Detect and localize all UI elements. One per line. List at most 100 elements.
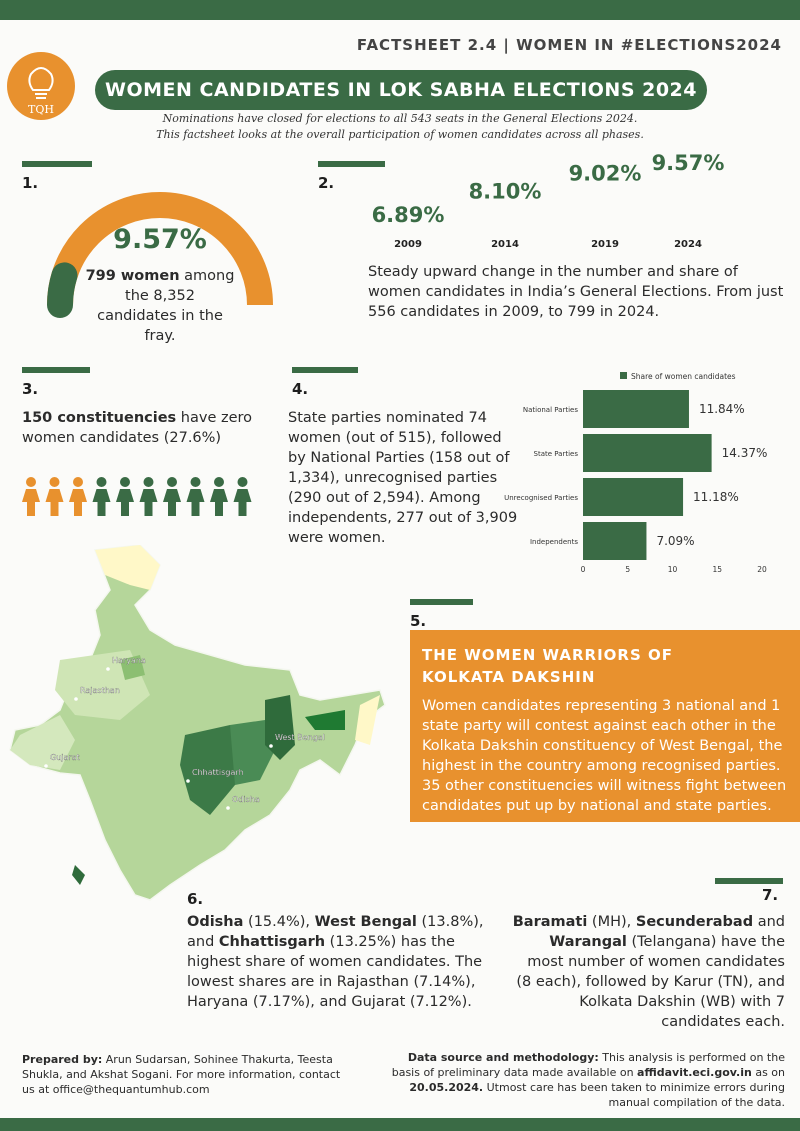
- person-body: [116, 489, 134, 516]
- section2-text: Steady upward change in the number and s…: [368, 264, 784, 320]
- text-run: Utmost care has been taken to minimize e…: [483, 1081, 785, 1109]
- category-label: State Parties: [534, 450, 579, 458]
- india-map: Haryana Rajasthan Gujarat West Bengal Chhatt…: [9, 545, 386, 901]
- legend-swatch: [620, 372, 627, 379]
- trend-chart: 6.89% 2009 8.10% 2014 9.02% 2019 9.57% 2024: [372, 151, 725, 250]
- section-number: 1.: [22, 174, 39, 192]
- person-body: [186, 489, 205, 516]
- x-tick-label: 20: [757, 565, 767, 574]
- map-dot: [74, 697, 78, 701]
- map-dot: [44, 764, 48, 768]
- year-label: 2014: [491, 239, 519, 250]
- person-head: [190, 477, 201, 487]
- bottom-band: [0, 1118, 800, 1131]
- x-tick-label: 15: [712, 565, 722, 574]
- text-run: West Bengal: [314, 914, 417, 930]
- text-run: Prepared by:: [22, 1053, 103, 1066]
- bar: [583, 434, 712, 472]
- map-label: Chhattisgarh: [192, 768, 244, 777]
- person-head: [73, 477, 83, 487]
- text-run: have zero women candidates (27.6%): [22, 410, 253, 446]
- person-body: [45, 489, 64, 516]
- person-head: [96, 477, 107, 487]
- section7-text: Baramati (MH), Secunderabad and Warangal…: [510, 912, 785, 1032]
- map-base: [9, 545, 386, 901]
- map-label: West Bengal: [275, 733, 325, 742]
- text-run: This analysis is performed on the basis …: [391, 1051, 785, 1079]
- section-bar: [22, 161, 92, 167]
- person-head: [143, 477, 154, 487]
- section-bar: [715, 878, 783, 884]
- section-number: 2.: [318, 174, 335, 192]
- map-region: [95, 545, 160, 590]
- text-run: (13.8%), and: [187, 914, 484, 950]
- text-run: 150 constituencies: [22, 410, 177, 426]
- section-number: 3.: [22, 380, 39, 398]
- year-label: 2024: [674, 239, 702, 250]
- map-label: Gujarat: [50, 753, 80, 762]
- section-bar: [22, 367, 90, 373]
- map-region: [180, 725, 235, 815]
- title: WOMEN CANDIDATES IN LOK SABHA ELECTIONS …: [95, 70, 707, 110]
- credits: Prepared by: Arun Sudarsan, Sohinee Thak…: [22, 1052, 352, 1097]
- person-body: [233, 489, 252, 516]
- map-region: [72, 865, 85, 885]
- person-body: [163, 489, 181, 516]
- data-source: Data source and methodology: This analys…: [385, 1050, 785, 1110]
- map-label: Odisha: [232, 795, 260, 804]
- section-bar: [318, 161, 385, 167]
- map-region: [220, 720, 275, 785]
- section3-text: 150 constituencies have zero women candi…: [22, 408, 272, 448]
- x-tick-label: 0: [581, 565, 586, 574]
- text-run: among the 8,352 candidates in the fray.: [97, 268, 235, 344]
- map-region: [305, 710, 345, 730]
- bar: [583, 522, 647, 560]
- category-label: Independents: [530, 538, 578, 546]
- text-run: Data source and methodology:: [407, 1051, 599, 1064]
- section-number: 6.: [187, 890, 204, 908]
- text-run: Baramati: [512, 914, 588, 930]
- legend-label: Share of women candidates: [631, 372, 736, 381]
- value-label: 8.10%: [469, 180, 542, 204]
- text-run: as on: [751, 1066, 785, 1079]
- people-icons: [22, 477, 252, 516]
- text-run: (15.4%),: [243, 914, 315, 930]
- top-band: [0, 0, 800, 20]
- section6-text: Odisha (15.4%), West Bengal (13.8%), and…: [187, 912, 487, 1012]
- text-run: Odisha: [187, 914, 244, 930]
- value-label: 9.02%: [569, 162, 642, 186]
- category-label: Unrecognised Parties: [504, 494, 578, 502]
- section-bar: [410, 599, 473, 605]
- x-tick-label: 5: [625, 565, 630, 574]
- text-run: Warangal: [549, 934, 627, 950]
- person-body: [69, 489, 87, 516]
- value-label: 6.89%: [372, 203, 445, 227]
- person-head: [26, 477, 36, 487]
- section-bar: [292, 367, 358, 373]
- text-run: (MH),: [587, 914, 636, 930]
- map-dot: [226, 806, 230, 810]
- person-body: [92, 489, 111, 516]
- factsheet-label: FACTSHEET 2.4 | WOMEN IN #ELECTIONS2024: [356, 36, 782, 54]
- value-label: 14.37%: [722, 446, 768, 460]
- heading-line: KOLKATA DAKSHIN: [422, 668, 596, 686]
- text-run: Secunderabad: [635, 914, 754, 930]
- map-dot: [106, 667, 110, 671]
- x-tick-label: 10: [668, 565, 678, 574]
- logo: TQH: [7, 52, 75, 120]
- year-label: 2009: [394, 239, 422, 250]
- map-dot: [186, 779, 190, 783]
- person-head: [167, 477, 177, 487]
- box-heading: THE WOMEN WARRIORS OF KOLKATA DAKSHIN: [422, 644, 673, 688]
- party-chart: Share of women candidates 0 5 10 15 20 Nationa…: [504, 372, 768, 574]
- map-region: [355, 695, 380, 745]
- text-run: 20.05.2024.: [409, 1081, 484, 1094]
- person-head: [120, 477, 130, 487]
- bar: [583, 478, 684, 516]
- map-label: Haryana: [112, 656, 146, 665]
- section-number: 7.: [762, 886, 779, 904]
- gauge-label: 9.57%: [113, 224, 207, 255]
- text-run: and: [753, 914, 785, 930]
- category-label: National Parties: [523, 406, 578, 414]
